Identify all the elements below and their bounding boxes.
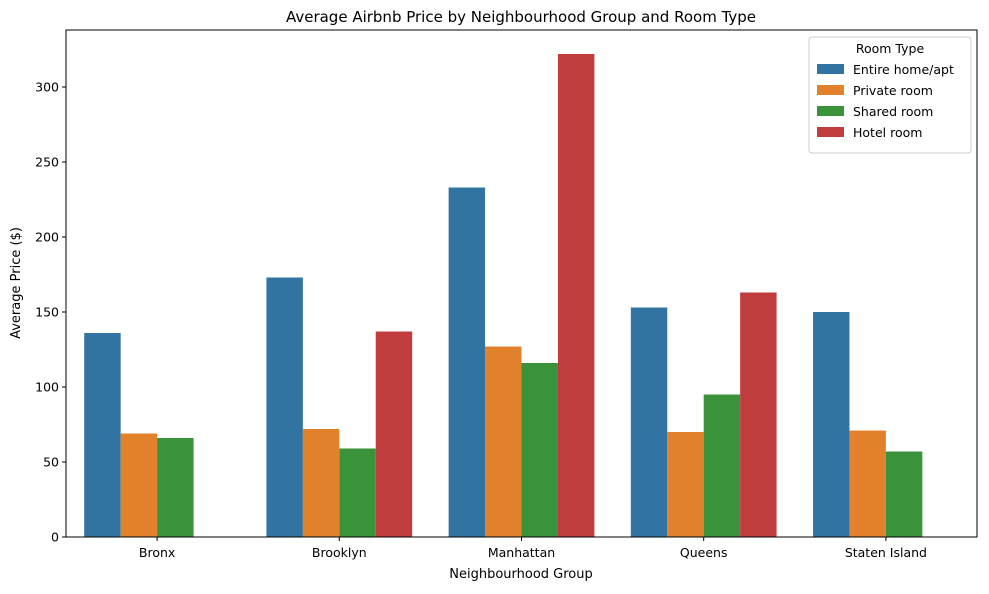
x-tick-label: Queens bbox=[680, 545, 728, 560]
legend-label: Shared room bbox=[853, 104, 933, 119]
bar bbox=[485, 346, 522, 537]
bar bbox=[813, 312, 850, 537]
legend-label: Entire home/apt bbox=[853, 62, 954, 77]
legend-swatch bbox=[817, 64, 844, 74]
bar bbox=[521, 363, 558, 537]
bar bbox=[885, 451, 923, 537]
x-tick-label: Bronx bbox=[139, 545, 175, 560]
axes-group: 0 50 100 150 200 250 300 Bronx Brooklyn Manhattan… bbox=[35, 29, 978, 560]
x-axis-label: Neighbourhood Group bbox=[449, 567, 593, 582]
bar bbox=[630, 307, 668, 537]
y-tick-label: 50 bbox=[43, 455, 59, 470]
legend-label: Hotel room bbox=[853, 125, 922, 140]
legend-swatch bbox=[817, 85, 844, 95]
legend-label: Private room bbox=[853, 83, 933, 98]
bar bbox=[157, 438, 194, 537]
bar bbox=[448, 187, 486, 537]
bar bbox=[84, 333, 121, 537]
bar bbox=[302, 429, 340, 537]
bar bbox=[740, 292, 777, 537]
y-tick-label: 100 bbox=[35, 380, 59, 395]
legend-swatch bbox=[817, 127, 844, 137]
y-tick-label: 250 bbox=[35, 155, 59, 170]
legend-box bbox=[808, 36, 972, 154]
bar bbox=[266, 277, 303, 537]
legend-title: Room Type bbox=[856, 41, 925, 56]
bar bbox=[339, 448, 376, 537]
bars-group bbox=[84, 54, 923, 537]
y-tick-label: 200 bbox=[35, 230, 59, 245]
legend-swatch bbox=[817, 106, 844, 116]
legend: Room Type Entire home/apt Private room Shar… bbox=[808, 36, 972, 154]
bar bbox=[703, 394, 741, 537]
y-tick-label: 150 bbox=[35, 305, 59, 320]
bar bbox=[375, 331, 413, 537]
y-tick-label: 300 bbox=[35, 80, 59, 95]
bar bbox=[557, 54, 595, 537]
chart-title: Average Airbnb Price by Neighbourhood Gr… bbox=[286, 8, 756, 26]
y-axis-label: Average Price ($) bbox=[9, 227, 24, 339]
x-tick-label: Staten Island bbox=[845, 545, 927, 560]
y-tick-label: 0 bbox=[51, 530, 59, 545]
x-tick-label: Brooklyn bbox=[312, 545, 367, 560]
bar bbox=[849, 430, 886, 537]
bar bbox=[667, 432, 704, 537]
bar bbox=[120, 433, 158, 537]
x-tick-label: Manhattan bbox=[488, 545, 555, 560]
